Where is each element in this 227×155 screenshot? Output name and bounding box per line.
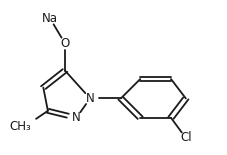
Text: Cl: Cl xyxy=(179,131,191,144)
Text: CH₃: CH₃ xyxy=(10,120,31,133)
Text: N: N xyxy=(72,111,80,124)
Text: O: O xyxy=(60,37,69,50)
Text: N: N xyxy=(85,92,94,105)
Text: Na: Na xyxy=(42,12,58,25)
